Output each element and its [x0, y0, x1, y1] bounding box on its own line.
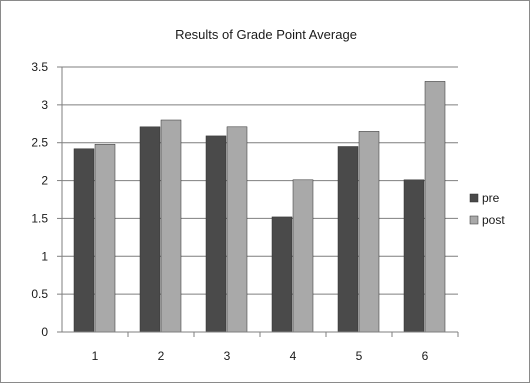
bar-pre-1 — [73, 148, 95, 333]
y-tick-labels: 0 0.5 1 1.5 2 2.5 3 3.5 — [31, 60, 48, 339]
y-tick-label: 2.5 — [31, 136, 48, 150]
bar-pre-5 — [337, 146, 359, 333]
y-tick-label: 0 — [41, 325, 48, 339]
x-tick-labels: 1 2 3 4 5 6 — [92, 349, 429, 363]
y-tick-label: 1.5 — [31, 211, 48, 225]
x-tick-label: 3 — [224, 349, 231, 363]
legend: pre post — [469, 191, 505, 227]
x-tick-label: 6 — [422, 349, 429, 363]
axes — [61, 67, 459, 337]
legend-swatch-pre — [469, 193, 479, 203]
legend-label-post: post — [482, 213, 505, 227]
legend-label-pre: pre — [482, 191, 500, 205]
bar-pre-3 — [205, 135, 227, 333]
x-tick-label: 2 — [158, 349, 165, 363]
y-tick-label: 3.5 — [31, 60, 48, 74]
bar-post-4 — [292, 179, 314, 333]
bar-post-2 — [160, 119, 182, 333]
bars — [73, 81, 446, 333]
bar-post-3 — [226, 126, 248, 333]
bar-pre-2 — [139, 126, 161, 333]
legend-swatch-post — [469, 215, 479, 225]
x-tick-label: 5 — [356, 349, 363, 363]
bar-post-6 — [424, 81, 446, 333]
chart-title: Results of Grade Point Average — [175, 27, 357, 42]
x-tick-label: 4 — [290, 349, 297, 363]
bar-pre-6 — [403, 179, 425, 333]
y-tick-label: 3 — [41, 98, 48, 112]
grid-lines — [57, 66, 458, 333]
y-tick-label: 0.5 — [31, 287, 48, 301]
bar-pre-4 — [271, 216, 293, 333]
bar-post-5 — [358, 131, 380, 333]
y-tick-label: 2 — [41, 174, 48, 188]
x-tick-label: 1 — [92, 349, 99, 363]
y-tick-label: 1 — [41, 249, 48, 263]
bar-post-1 — [94, 143, 116, 333]
